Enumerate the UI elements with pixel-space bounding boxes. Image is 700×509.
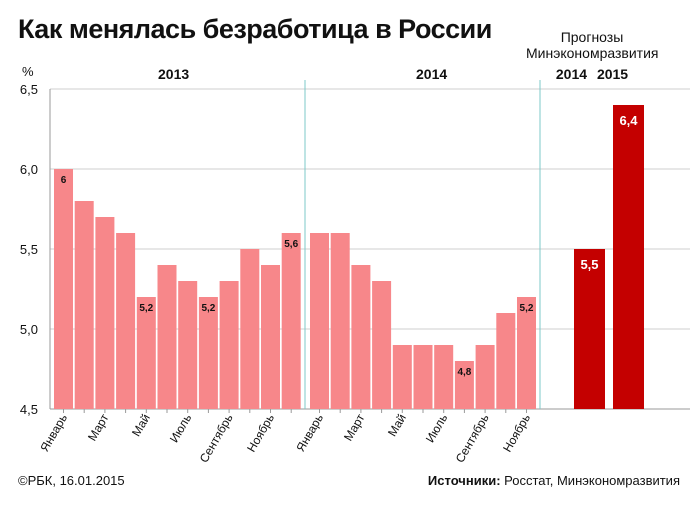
group-label-2014: 2014 <box>416 66 448 82</box>
bar-value-label: 6 <box>61 175 67 186</box>
bar-2014-октябрь <box>496 313 516 409</box>
forecast-year-2014: 2014 <box>555 66 588 82</box>
x-tick-label: Сентябрь <box>453 411 492 465</box>
x-tick-label: Ноябрь <box>244 412 277 455</box>
copyright-note: ©РБК, 16.01.2015 <box>18 473 125 488</box>
x-tick-label: Май <box>385 412 409 439</box>
bar-2014-сентябрь <box>475 345 495 409</box>
y-axis-unit: % <box>22 64 34 79</box>
x-tick-label: Июль <box>423 412 450 446</box>
forecast-heading: Прогнозы Минэкономразвития <box>526 29 658 61</box>
bar-value-label: 5,2 <box>201 303 215 314</box>
sources-text: Росстат, Минэкономразвития <box>504 473 680 488</box>
bar-2014-февраль <box>330 233 350 409</box>
forecast-value-label: 6,4 <box>619 113 638 128</box>
x-tick-label: Май <box>129 412 153 439</box>
y-tick-label: 6,5 <box>20 82 38 97</box>
bar-value-label: 4,8 <box>457 367 471 378</box>
sources-label: Источники: <box>427 473 501 488</box>
sources-note: Источники: Росстат, Минэкономразвития <box>428 473 680 488</box>
bar-2013-январь <box>54 169 73 409</box>
bar-2014-январь <box>310 233 329 409</box>
y-tick-label: 5,5 <box>20 242 38 257</box>
x-tick-label: Ноябрь <box>500 412 533 455</box>
bar-2013-июнь <box>157 265 177 409</box>
bar-2013-октябрь <box>240 249 260 409</box>
forecast-value-label: 5,5 <box>580 257 598 272</box>
forecast-years: 2014 2015 <box>526 66 658 82</box>
bar-value-label: 5,6 <box>284 239 298 250</box>
bar-2013-ноябрь <box>261 265 280 409</box>
bar-value-label: 5,2 <box>139 303 153 314</box>
bar-2014-ноябрь <box>517 297 536 409</box>
forecast-heading-line2: Минэкономразвития <box>526 45 659 61</box>
bar-2013-июль <box>178 281 198 409</box>
bar-2013-сентябрь <box>219 281 239 409</box>
bar-2014-апрель <box>372 281 392 409</box>
bar-2013-февраль <box>74 201 94 409</box>
forecast-heading-line1: Прогнозы <box>560 29 624 45</box>
y-tick-label: 6,0 <box>20 162 38 177</box>
group-label-2013: 2013 <box>158 66 190 82</box>
bar-2014-май <box>392 345 412 409</box>
forecast-bar-2014 <box>574 249 605 409</box>
bar-2013-апрель <box>116 233 136 409</box>
bar-2013-август <box>198 297 218 409</box>
y-tick-label: 4,5 <box>20 402 38 417</box>
bar-value-label: 5,2 <box>520 303 534 314</box>
x-tick-label: Март <box>85 411 112 443</box>
x-tick-label: Январь <box>293 412 326 455</box>
y-tick-label: 5,0 <box>20 322 38 337</box>
bar-2014-август <box>454 361 474 409</box>
bar-2013-март <box>95 217 115 409</box>
bar-2013-май <box>136 297 156 409</box>
x-tick-label: Март <box>341 411 368 443</box>
bar-2013-декабрь <box>281 233 301 409</box>
x-tick-label: Сентябрь <box>197 412 236 466</box>
forecast-bar-2015 <box>613 105 644 409</box>
x-tick-label: Январь <box>37 412 70 455</box>
bar-2014-июнь <box>413 345 433 409</box>
forecast-year-2015: 2015 <box>596 66 629 82</box>
bar-2014-июль <box>434 345 454 409</box>
bar-2014-март <box>351 265 371 409</box>
chart-title: Как менялась безработица в России <box>18 14 492 44</box>
x-tick-label: Июль <box>167 412 194 446</box>
